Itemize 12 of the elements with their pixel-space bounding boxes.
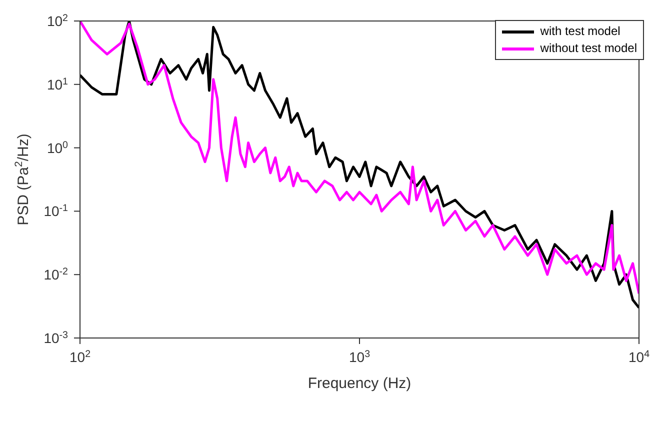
x-tick-label: 10$^{3}$	[348, 348, 371, 365]
y-tick-label: 10$^{0}$	[46, 139, 69, 156]
y-tick-label: 10$^{-1}$	[44, 202, 68, 220]
y-tick-label: 10$^{-3}$	[44, 330, 69, 346]
y-tick-label: 10$^{1}$	[46, 76, 68, 92]
legend-label: without test model	[540, 40, 637, 57]
x-axis-title: Frequency (Hz)	[308, 375, 412, 392]
x-tick-label: 10$^{2}$	[69, 348, 91, 365]
legend-label: with test model	[540, 23, 620, 40]
y-tick-label: 10$^{-2}$	[44, 266, 68, 283]
y-tick-label: 10$^{2}$	[46, 12, 68, 29]
x-tick-label: 10$^{4}$	[628, 348, 650, 365]
